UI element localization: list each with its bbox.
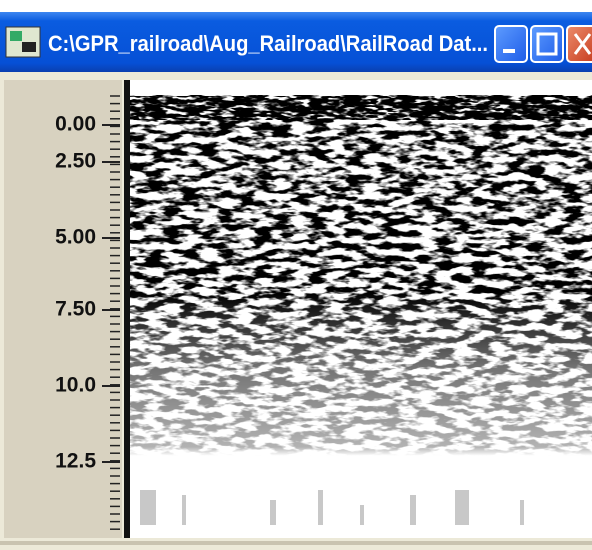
radargram (124, 80, 592, 540)
depth-label: 0.00 (55, 113, 96, 136)
depth-label: 7.50 (55, 298, 96, 321)
window-title: C:\GPR_railroad\Aug_Railroad\RailRoad Da… (48, 31, 488, 56)
app-icon (6, 27, 40, 57)
maximize-button[interactable] (531, 26, 563, 62)
minimize-button[interactable] (495, 26, 527, 62)
close-button[interactable] (567, 26, 592, 62)
page: C:\GPR_railroad\Aug_Railroad\RailRoad Da… (0, 0, 592, 550)
depth-label: 2.50 (55, 150, 96, 173)
depth-label: 5.00 (55, 226, 96, 249)
depth-label: 12.5 (55, 450, 96, 473)
window: C:\GPR_railroad\Aug_Railroad\RailRoad Da… (0, 0, 592, 550)
depth-label: 10.0 (55, 374, 96, 397)
scroll-bar[interactable] (0, 541, 592, 545)
